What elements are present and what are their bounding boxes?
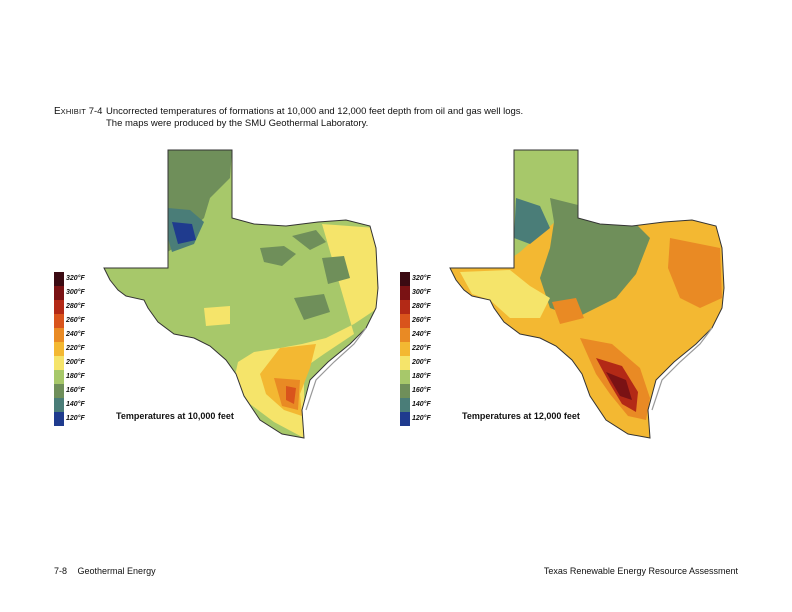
map-title-12000ft: Temperatures at 12,000 feet xyxy=(462,411,580,421)
legend-swatch xyxy=(400,356,410,370)
legend-swatch xyxy=(54,328,64,342)
legend-entry: 280°F xyxy=(54,300,114,314)
page-number: 7-8 xyxy=(54,566,68,576)
legend-label: 260°F xyxy=(66,317,85,324)
legend-swatch xyxy=(400,342,410,356)
legend-label: 220°F xyxy=(66,345,85,352)
legend-entry: 140°F xyxy=(54,398,114,412)
legend-label: 320°F xyxy=(66,275,85,282)
coastline xyxy=(305,327,367,411)
caption-line-2: The maps were produced by the SMU Geothe… xyxy=(106,118,369,129)
texas-map-12000ft xyxy=(449,149,725,439)
texas-outline xyxy=(449,149,725,439)
legend-entry: 160°F xyxy=(400,384,460,398)
map-title-10000ft: Temperatures at 10,000 feet xyxy=(116,411,234,421)
legend-label: 120°F xyxy=(66,415,85,422)
legend-label: 120°F xyxy=(412,415,431,422)
legend-label: 280°F xyxy=(412,303,431,310)
legend-swatch xyxy=(400,412,410,426)
map-figure-12000ft: 320°F 300°F 280°F 260°F 240°F 220°F 200°F 180°F… xyxy=(400,148,735,440)
legend-label: 200°F xyxy=(66,359,85,366)
legend-label: 300°F xyxy=(412,289,431,296)
caption-line-1: Uncorrected temperatures of formations a… xyxy=(106,106,524,117)
legend-label: 320°F xyxy=(412,275,431,282)
legend-entry: 200°F xyxy=(400,356,460,370)
legend-swatch xyxy=(400,314,410,328)
legend-entry: 220°F xyxy=(54,342,114,356)
legend-label: 280°F xyxy=(66,303,85,310)
legend-swatch xyxy=(400,384,410,398)
legend-entry: 320°F xyxy=(400,272,460,286)
exhibit-label-rest: XHIBIT xyxy=(60,107,87,116)
legend-entry: 120°F xyxy=(400,412,460,426)
legend-label: 240°F xyxy=(412,331,431,338)
legend-entry: 300°F xyxy=(400,286,460,300)
legend-swatch xyxy=(400,272,410,286)
legend-swatch xyxy=(400,370,410,384)
legend-entry: 320°F xyxy=(54,272,114,286)
legend-swatch xyxy=(54,356,64,370)
legend-label: 140°F xyxy=(412,401,431,408)
legend-entry: 280°F xyxy=(400,300,460,314)
legend-swatch xyxy=(54,314,64,328)
legend-swatch xyxy=(54,286,64,300)
legend-label: 220°F xyxy=(412,345,431,352)
legend-label: 180°F xyxy=(66,373,85,380)
legend-label: 260°F xyxy=(412,317,431,324)
legend-label: 160°F xyxy=(66,387,85,394)
page-footer-left: 7-8 Geothermal Energy xyxy=(54,566,156,576)
exhibit-label: EXHIBIT 7-4 xyxy=(54,106,102,118)
exhibit-label-initial: E xyxy=(54,106,61,117)
legend-entry: 140°F xyxy=(400,398,460,412)
section-title: Geothermal Energy xyxy=(77,566,156,576)
legend-swatch xyxy=(54,370,64,384)
legend-entry: 300°F xyxy=(54,286,114,300)
document-title: Texas Renewable Energy Resource Assessme… xyxy=(543,566,738,576)
exhibit-number: 7-4 xyxy=(88,106,103,117)
legend-entry: 120°F xyxy=(54,412,114,426)
legend-label: 240°F xyxy=(66,331,85,338)
legend-swatch xyxy=(400,398,410,412)
legend-label: 180°F xyxy=(412,373,431,380)
legend-entry: 220°F xyxy=(400,342,460,356)
legend-label: 160°F xyxy=(412,387,431,394)
legend-entry: 160°F xyxy=(54,384,114,398)
legend-swatch xyxy=(54,412,64,426)
texas-outline xyxy=(103,149,379,439)
coastline xyxy=(651,327,713,411)
texas-map-10000ft xyxy=(103,149,379,439)
legend-swatch xyxy=(54,398,64,412)
legend-swatch xyxy=(54,300,64,314)
legend-label: 300°F xyxy=(66,289,85,296)
legend-entry: 260°F xyxy=(400,314,460,328)
legend-swatch xyxy=(54,384,64,398)
temperature-legend: 320°F 300°F 280°F 260°F 240°F 220°F 200°F 180°F… xyxy=(54,272,114,426)
legend-entry: 260°F xyxy=(54,314,114,328)
legend-entry: 240°F xyxy=(54,328,114,342)
temperature-legend: 320°F 300°F 280°F 260°F 240°F 220°F 200°F 180°F… xyxy=(400,272,460,426)
legend-entry: 240°F xyxy=(400,328,460,342)
legend-swatch xyxy=(54,342,64,356)
legend-entry: 180°F xyxy=(54,370,114,384)
map-figure-10000ft: 320°F 300°F 280°F 260°F 240°F 220°F 200°F 180°F… xyxy=(54,148,389,440)
legend-swatch xyxy=(400,286,410,300)
legend-swatch xyxy=(54,272,64,286)
legend-entry: 200°F xyxy=(54,356,114,370)
legend-swatch xyxy=(400,328,410,342)
legend-entry: 180°F xyxy=(400,370,460,384)
legend-label: 200°F xyxy=(412,359,431,366)
legend-label: 140°F xyxy=(66,401,85,408)
legend-swatch xyxy=(400,300,410,314)
